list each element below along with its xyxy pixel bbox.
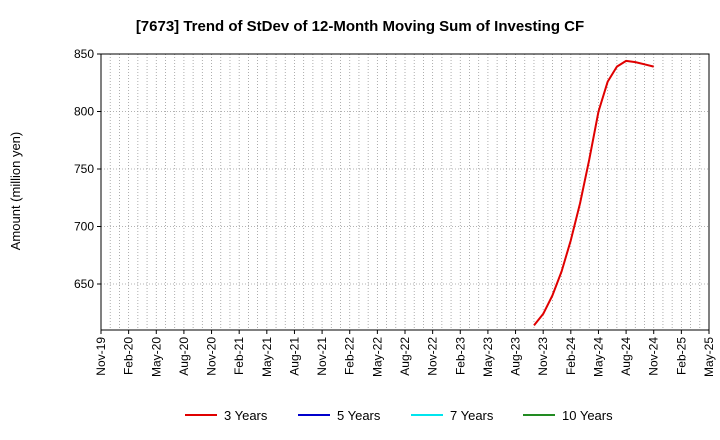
- series-lines: [533, 59, 654, 327]
- x-tick-label: Feb-24: [564, 337, 578, 375]
- x-tick-label: May-24: [591, 337, 605, 377]
- legend-label-3-years: 3 Years: [224, 408, 268, 423]
- series-line-3-years: [533, 59, 654, 327]
- x-tick-label: Aug-23: [509, 337, 523, 376]
- chart-title: [7673] Trend of StDev of 12-Month Moving…: [136, 18, 584, 35]
- x-tick-label: May-23: [481, 337, 495, 377]
- grid-lines: [101, 54, 709, 330]
- x-tick-label: Nov-21: [315, 337, 329, 376]
- x-tick-label: Feb-20: [122, 337, 136, 375]
- x-tick-label: Nov-23: [536, 337, 550, 376]
- y-tick-label: 800: [74, 105, 94, 119]
- y-tick-label: 700: [74, 220, 94, 234]
- x-tick-label: May-25: [702, 337, 716, 377]
- x-tick-label: Feb-22: [343, 337, 357, 375]
- x-tick-label: Feb-21: [232, 337, 246, 375]
- x-tick-label: Aug-22: [398, 337, 412, 376]
- x-tick-label: Nov-19: [94, 337, 108, 376]
- plot-area-border: [100, 53, 710, 331]
- x-tick-label: Nov-22: [426, 337, 440, 376]
- x-tick-label: Aug-24: [619, 337, 633, 376]
- x-tick-label: Nov-24: [647, 337, 661, 376]
- legend-label-10-years: 10 Years: [562, 408, 613, 423]
- legend: 3 Years 5 Years 7 Years 10 Years: [185, 408, 613, 423]
- x-axis-ticks: Nov-19 Feb-20 May-20 Aug-20 Nov-20 Feb-21 May-…: [94, 330, 716, 377]
- x-tick-label: Nov-20: [205, 337, 219, 376]
- x-tick-label: May-22: [370, 337, 384, 377]
- y-axis-label: Amount (million yen): [8, 132, 23, 251]
- y-tick-label: 650: [74, 277, 94, 291]
- legend-label-7-years: 7 Years: [450, 408, 494, 423]
- x-tick-label: May-20: [149, 337, 163, 377]
- x-tick-label: Aug-20: [177, 337, 191, 376]
- x-tick-label: Aug-21: [287, 337, 301, 376]
- y-tick-label: 850: [74, 47, 94, 61]
- x-tick-label: Feb-23: [453, 337, 467, 375]
- x-tick-label: Feb-25: [674, 337, 688, 375]
- x-tick-label: May-21: [260, 337, 274, 377]
- y-axis-ticks: 650 700 750 800 850: [74, 47, 101, 291]
- legend-label-5-years: 5 Years: [337, 408, 381, 423]
- y-tick-label: 750: [74, 162, 94, 176]
